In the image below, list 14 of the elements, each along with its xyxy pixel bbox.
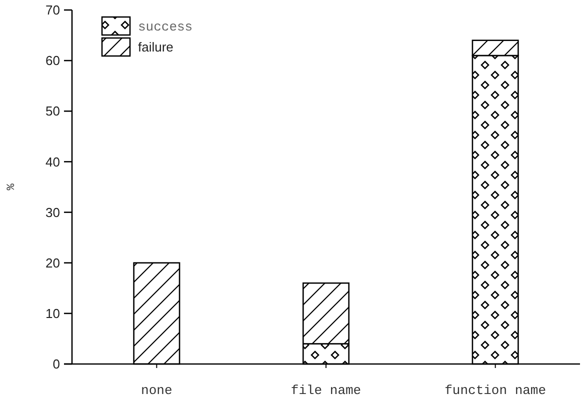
y-tick-label: 30	[46, 204, 60, 220]
y-tick-label: 0	[52, 356, 60, 372]
y-tick-label: 60	[46, 53, 60, 68]
y-tick-label: 70	[46, 2, 60, 18]
y-tick-label: 10	[46, 306, 60, 321]
x-tick-label: file name	[290, 383, 362, 398]
x-tick-label: none	[141, 383, 172, 398]
y-tick-label: 50	[46, 104, 60, 119]
legend-label: failure	[138, 40, 174, 55]
legend-label: success	[138, 20, 193, 35]
y-tick-label: 20	[46, 255, 60, 270]
y-tick-label: 40	[46, 154, 60, 170]
x-tick-label: function name	[444, 383, 546, 398]
y-axis-title: %	[6, 183, 18, 190]
